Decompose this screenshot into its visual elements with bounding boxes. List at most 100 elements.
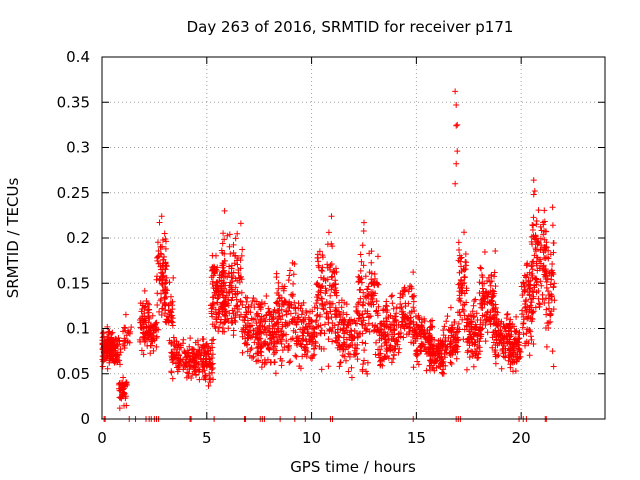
x-tick-label: 10 — [302, 429, 321, 447]
data-point — [495, 331, 502, 338]
data-point — [285, 277, 292, 284]
tick-labels: 0 0.05 0.1 0.15 0.2 0.25 0.3 0.35 0.4 0 5 10 15 20 — [57, 48, 531, 447]
data-point — [111, 343, 118, 350]
data-point — [196, 376, 203, 383]
data-point — [209, 369, 216, 376]
data-point — [390, 355, 397, 362]
data-point — [266, 346, 272, 353]
data-point — [116, 394, 123, 401]
data-point — [471, 313, 478, 320]
data-point — [214, 264, 221, 271]
data-point — [455, 281, 462, 288]
data-point — [320, 306, 327, 313]
data-point — [455, 246, 462, 253]
data-point — [325, 336, 332, 343]
data-point — [237, 265, 244, 272]
data-point — [162, 301, 169, 308]
data-point — [153, 334, 160, 341]
data-point — [406, 286, 413, 293]
data-point — [229, 294, 236, 301]
data-point — [481, 249, 488, 256]
data-point — [415, 314, 422, 321]
data-point — [198, 344, 205, 351]
data-point — [186, 343, 193, 350]
data-point — [203, 356, 210, 363]
data-point — [150, 327, 157, 334]
data-point — [361, 347, 368, 354]
data-point — [421, 315, 428, 322]
data-point — [280, 301, 287, 308]
data-point — [479, 285, 486, 292]
data-point — [543, 306, 550, 313]
data-point — [304, 324, 311, 331]
data-point — [112, 335, 119, 342]
data-point — [521, 283, 528, 290]
data-point — [261, 326, 268, 333]
data-point — [460, 308, 467, 315]
data-point — [545, 255, 552, 262]
data-point — [202, 376, 209, 383]
data-point — [537, 260, 544, 267]
data-point — [261, 317, 268, 324]
data-point — [158, 213, 165, 220]
data-point — [232, 275, 239, 282]
data-point — [504, 310, 511, 317]
data-point — [480, 295, 487, 302]
data-point — [247, 346, 254, 353]
data-point — [453, 355, 460, 362]
data-point — [228, 262, 235, 269]
data-point — [525, 313, 532, 320]
data-point — [190, 346, 197, 353]
data-point — [185, 349, 192, 356]
data-point — [275, 325, 282, 332]
data-point — [304, 348, 311, 355]
data-point — [359, 366, 366, 373]
data-point — [533, 262, 540, 269]
data-point — [327, 292, 334, 299]
data-point — [234, 290, 241, 297]
data-point — [282, 322, 289, 329]
data-point — [477, 335, 484, 342]
data-point — [372, 351, 379, 358]
data-point — [328, 300, 335, 307]
data-point — [478, 272, 485, 279]
data-point — [359, 242, 366, 249]
data-point — [323, 287, 330, 294]
data-point — [193, 359, 200, 366]
data-point — [182, 364, 189, 371]
data-point — [254, 310, 261, 317]
data-point — [507, 341, 514, 348]
data-point — [245, 304, 252, 311]
data-point — [216, 309, 223, 316]
data-point — [362, 273, 369, 280]
data-point — [428, 334, 435, 341]
data-point — [155, 253, 162, 260]
data-point — [317, 329, 324, 336]
data-point — [354, 308, 361, 315]
data-point — [142, 303, 149, 310]
data-point — [149, 335, 156, 342]
data-point — [498, 365, 505, 372]
data-point — [258, 299, 265, 306]
data-point — [331, 289, 338, 296]
data-point — [497, 320, 504, 327]
data-point — [523, 309, 530, 316]
data-point — [243, 341, 250, 348]
data-point — [533, 254, 540, 261]
data-point — [410, 340, 417, 347]
data-point — [476, 348, 483, 355]
grid — [102, 57, 605, 419]
data-point — [393, 337, 400, 344]
data-point — [142, 319, 149, 326]
data-point — [471, 330, 478, 337]
data-point — [144, 300, 151, 307]
data-point — [364, 325, 371, 332]
data-point — [279, 283, 286, 290]
data-point — [367, 313, 374, 320]
data-point — [461, 229, 468, 236]
data-point — [463, 285, 470, 292]
data-point — [228, 282, 235, 289]
data-point — [357, 267, 364, 274]
data-point — [329, 273, 336, 280]
data-point — [325, 315, 332, 322]
